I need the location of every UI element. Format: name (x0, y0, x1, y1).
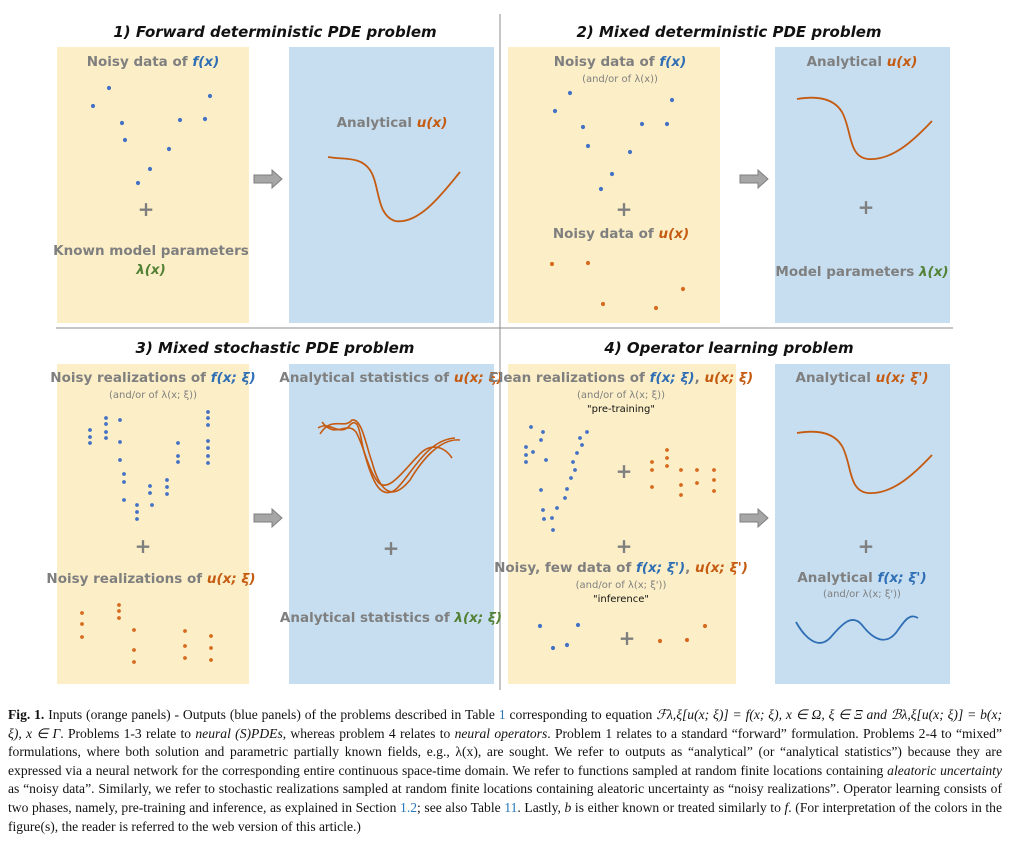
q3-u-statistics-curves (317, 419, 461, 494)
q4-clean-f-points (524, 425, 589, 532)
q3-title: 3) Mixed stochastic PDE problem (136, 339, 415, 357)
caption-text-5: . Problem 1 relates to a standard “forwa… (8, 725, 1002, 778)
q3-input-panel (57, 364, 249, 684)
q4-output-panel (775, 364, 950, 684)
q2-input-label: Noisy data of f(x) (554, 54, 687, 70)
q1-f-data-points (90, 85, 213, 186)
q2-u-data-label: Noisy data of u(x) (553, 226, 689, 242)
caption-emph-5: f (784, 799, 789, 815)
caption-text-10: . (For interpretation of the colors in t… (8, 799, 1002, 834)
q4-noisy-u-points (657, 623, 708, 644)
q3-output-label: Analytical statistics of u(x; ξ) (279, 370, 502, 386)
q1-u-curve (327, 156, 461, 222)
q4-u-curve (796, 430, 933, 494)
q2-input-panel (508, 47, 720, 323)
q4-inference-plus-icon: + (619, 626, 636, 650)
q3-u-realization-points (80, 603, 213, 664)
q2-title: 2) Mixed deterministic PDE problem (576, 23, 881, 41)
q4-input-panel (508, 364, 736, 684)
q3-input-sublabel: (and/or of λ(x; ξ)) (109, 390, 197, 401)
q2-plus-icon: + (616, 197, 633, 221)
caption-text-9: is either known or treated similarly to (571, 799, 785, 815)
q4-f-curve (795, 615, 919, 644)
q3-plus-icon: + (135, 534, 152, 558)
q3-arrow-icon (253, 507, 283, 529)
q3-input-label: Noisy realizations of f(x; ξ) (50, 370, 255, 386)
q1-known-params-label: Known model parameters (53, 243, 249, 259)
q4-clean-u-points (650, 448, 716, 497)
caption-table-ref-2[interactable]: 11 (504, 799, 518, 815)
q4-f-output-label: Analytical f(x; ξ') (797, 570, 926, 586)
caption-text-8: . Lastly, (517, 799, 565, 815)
q1-arrow-icon (253, 168, 283, 190)
q4-inference-label: Noisy, few data of f(x; ξ'), u(x; ξ') (494, 560, 748, 576)
q2-arrow-icon (739, 168, 769, 190)
q2-input-sublabel: (and/or of λ(x)) (582, 74, 658, 85)
caption-text-6: as “noisy data”. Similarly, we refer to … (8, 781, 1002, 815)
q4-output-label: Analytical u(x; ξ') (796, 370, 929, 386)
caption-text-1: Inputs (orange panels) - Outputs (blue p… (44, 707, 499, 722)
caption-emph-3: aleatoric uncertainty (887, 762, 1002, 778)
caption-emph-4: b (564, 799, 572, 815)
q3-f-realization-points (88, 410, 210, 521)
caption-table-ref[interactable]: 1 (498, 707, 506, 722)
figure-diagram: 1) Forward deterministic PDE problem 2) … (46, 14, 953, 690)
q3-output-panel (289, 364, 494, 684)
caption-text-2: corresponding to equation (505, 707, 657, 722)
q4-arrow-icon (739, 507, 769, 529)
q4-title: 4) Operator learning problem (603, 339, 853, 357)
q2-u-data-points (549, 260, 686, 311)
q2-output-panel (775, 47, 950, 323)
q4-input-label: Clean realizations of f(x; ξ), u(x; ξ) (489, 370, 753, 386)
caption-text-7: ; see also Table (417, 799, 505, 815)
q1-title: 1) Forward deterministic PDE problem (113, 23, 436, 41)
q1-plus-icon: + (138, 197, 155, 221)
caption-text-4: , whereas problem 4 relates to (282, 725, 455, 741)
q4-phase-plus-icon: + (616, 534, 633, 558)
caption-section-ref[interactable]: 1.2 (400, 799, 418, 815)
q1-input-panel (57, 47, 249, 323)
q1-output-panel (289, 47, 494, 323)
q3-output-plus-icon: + (383, 536, 400, 560)
figure-caption: Fig. 1. Inputs (orange panels) - Outputs… (8, 706, 1002, 836)
q2-u-curve (796, 96, 933, 160)
q4-pretraining-label: "pre-training" (587, 404, 655, 415)
caption-lead: Fig. 1. (8, 707, 45, 722)
q4-noisy-f-points (537, 622, 581, 651)
q3-lambda-stats-label: Analytical statistics of λ(x; ξ) (280, 610, 502, 626)
q1-lambda-label: λ(x) (135, 262, 166, 278)
q2-output-plus-icon: + (858, 195, 875, 219)
q4-output-plus-icon: + (858, 534, 875, 558)
caption-text-3: . Problems 1-3 relate to (60, 725, 196, 741)
q4-input-sublabel: (and/or of λ(x; ξ)) (577, 390, 665, 401)
q1-input-label: Noisy data of f(x) (87, 54, 220, 70)
q4-inference-phase-label: "inference" (593, 594, 649, 605)
caption-equation: ℱλ,ξ[u(x; ξ)] = f(x; ξ), x ∈ Ω, ξ ∈ Ξ an… (8, 707, 1003, 741)
q4-f-output-sublabel: (and/or λ(x; ξ')) (823, 589, 901, 600)
q4-inference-sublabel: (and/or of λ(x; ξ')) (576, 580, 667, 591)
q2-output-label: Analytical u(x) (807, 54, 918, 70)
q2-params-label: Model parameters λ(x) (775, 264, 948, 280)
q4-pretraining-plus-icon: + (616, 459, 633, 483)
q1-output-label: Analytical u(x) (337, 115, 448, 131)
caption-emph-1: neural (S)PDEs (195, 725, 283, 741)
q2-f-data-points (552, 90, 675, 192)
caption-emph-2: neural operators (454, 725, 548, 741)
q3-u-real-label: Noisy realizations of u(x; ξ) (46, 571, 255, 587)
